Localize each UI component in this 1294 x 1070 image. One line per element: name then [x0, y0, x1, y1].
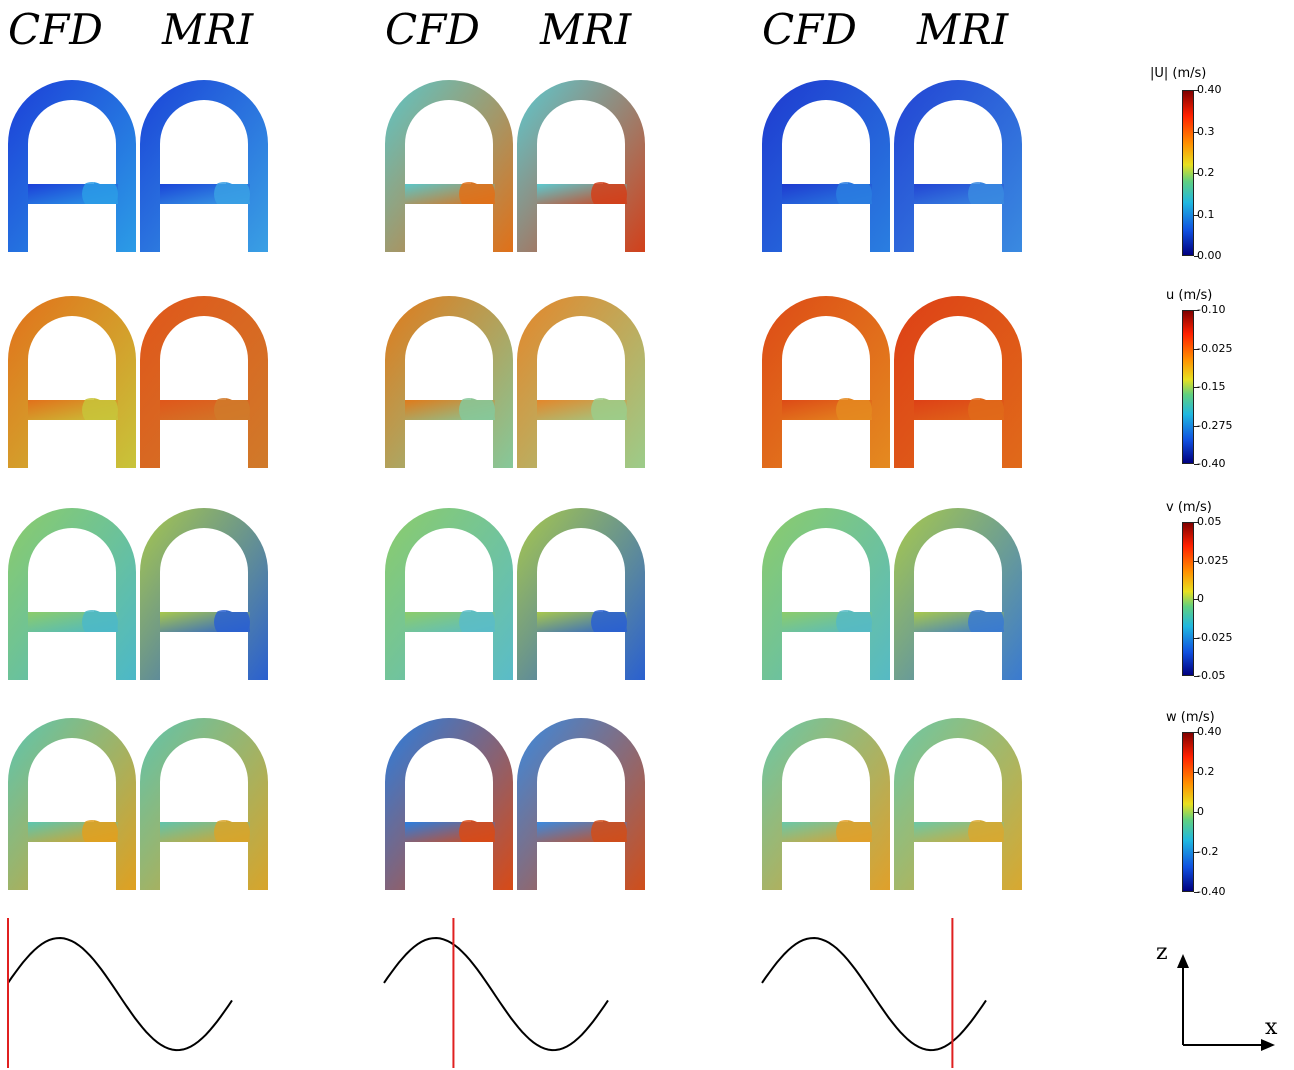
- header-cfd-3: CFD: [762, 5, 857, 54]
- cfd-field-tile: [762, 80, 890, 252]
- mri-field-tile: [517, 718, 645, 890]
- x-axis-label: x: [1265, 1015, 1278, 1040]
- colorbar-tick-label: 0.025: [1197, 553, 1229, 567]
- header-cfd-1: CFD: [8, 5, 103, 54]
- colorbar-tick-label: 0.1: [1197, 207, 1215, 221]
- colorbar-tick-label: 0.2: [1197, 166, 1215, 179]
- header-mri-1: MRI: [162, 5, 254, 54]
- mri-field-tile: [894, 296, 1022, 468]
- colorbar-tick-mark: [1194, 464, 1199, 465]
- colorbar-tick-label: 0.40: [1197, 725, 1222, 738]
- colorbar-tick-mark: [1194, 310, 1199, 311]
- colorbar-tick-label: 0: [1197, 592, 1204, 605]
- colorbar-tick-mark: [1194, 90, 1199, 91]
- colorbar-tick-label: -0.05: [1197, 669, 1226, 682]
- colorbar-tick-mark: [1194, 387, 1199, 388]
- mri-field-tile: [140, 718, 268, 890]
- colorbar-tick-mark: [1194, 637, 1199, 639]
- colorbar-tick-label: 0: [1197, 805, 1204, 818]
- cfd-field-tile: [8, 718, 136, 890]
- mri-field-tile: [894, 508, 1022, 680]
- cfd-field-tile: [385, 80, 513, 252]
- x-axis-arrow: [1261, 1039, 1275, 1051]
- cfd-field-tile: [385, 718, 513, 890]
- colorbar-tick-label: -0.275: [1197, 418, 1233, 432]
- mri-field-tile: [140, 508, 268, 680]
- colorbar-tick-label: 0.05: [1197, 515, 1222, 528]
- colorbar-tick-label: -0.025: [1197, 341, 1233, 355]
- cfd-field-tile: [385, 296, 513, 468]
- cfd-field-tile: [385, 508, 513, 680]
- colorbar-tick-label: -0.40: [1197, 457, 1226, 470]
- z-axis-label: z: [1156, 940, 1168, 965]
- cfd-field-tile: [8, 80, 136, 252]
- colorbar-tick-mark: [1194, 772, 1199, 773]
- colorbar-tick-mark: [1194, 522, 1199, 523]
- colorbar-tick-mark: [1194, 892, 1199, 893]
- mri-field-tile: [517, 296, 645, 468]
- cfd-field-tile: [8, 508, 136, 680]
- colorbar-tick-mark: [1194, 732, 1199, 733]
- colorbar-tick-mark: [1194, 214, 1199, 216]
- colorbar-tick-mark: [1194, 256, 1199, 257]
- colorbar-tick-label: -0.025: [1197, 630, 1233, 644]
- colorbar-tick-label: 0.2: [1197, 765, 1215, 778]
- colorbar-tick-mark: [1194, 348, 1199, 350]
- mri-field-tile: [140, 296, 268, 468]
- colorbar-gradient: [1182, 90, 1194, 256]
- mri-field-tile: [894, 718, 1022, 890]
- colorbar-tick-label: 0.3: [1197, 124, 1215, 138]
- colorbar-tick-mark: [1194, 812, 1199, 813]
- cfd-field-tile: [762, 508, 890, 680]
- mri-field-tile: [140, 80, 268, 252]
- colorbar-title: w (m/s): [1166, 710, 1215, 725]
- z-axis-arrow: [1177, 954, 1189, 968]
- flow-waveform-curve: [383, 936, 609, 1052]
- colorbar-title: u (m/s): [1166, 288, 1213, 303]
- colorbar-tick-mark: [1194, 131, 1199, 133]
- header-mri-3: MRI: [917, 5, 1009, 54]
- colorbar-tick-mark: [1194, 425, 1199, 427]
- colorbar-tick-label: 0.40: [1197, 83, 1222, 96]
- colorbar-tick-label: -0.15: [1197, 380, 1226, 393]
- cfd-field-tile: [762, 296, 890, 468]
- flow-waveform-curve: [761, 936, 987, 1052]
- colorbar-title: |U| (m/s): [1150, 66, 1207, 81]
- colorbar-tick-mark: [1194, 560, 1199, 562]
- colorbar-tick-mark: [1194, 599, 1199, 600]
- header-cfd-2: CFD: [385, 5, 480, 54]
- colorbar-tick-label: -0.2: [1197, 845, 1219, 858]
- colorbar-tick-label: -0.40: [1197, 885, 1226, 898]
- cfd-field-tile: [762, 718, 890, 890]
- colorbar-gradient: [1182, 310, 1194, 464]
- colorbar-title: v (m/s): [1166, 500, 1212, 515]
- colorbar-tick-label: -0.10: [1197, 303, 1226, 316]
- colorbar-tick-mark: [1194, 676, 1199, 677]
- mri-field-tile: [517, 508, 645, 680]
- flow-waveform-curve: [7, 936, 233, 1052]
- colorbar-tick-label: 0.00: [1197, 249, 1222, 262]
- colorbar-tick-mark: [1194, 852, 1199, 853]
- cfd-field-tile: [8, 296, 136, 468]
- mri-field-tile: [894, 80, 1022, 252]
- colorbar-tick-mark: [1194, 173, 1199, 174]
- colorbar-gradient: [1182, 522, 1194, 676]
- colorbar-gradient: [1182, 732, 1194, 892]
- header-mri-2: MRI: [540, 5, 632, 54]
- mri-field-tile: [517, 80, 645, 252]
